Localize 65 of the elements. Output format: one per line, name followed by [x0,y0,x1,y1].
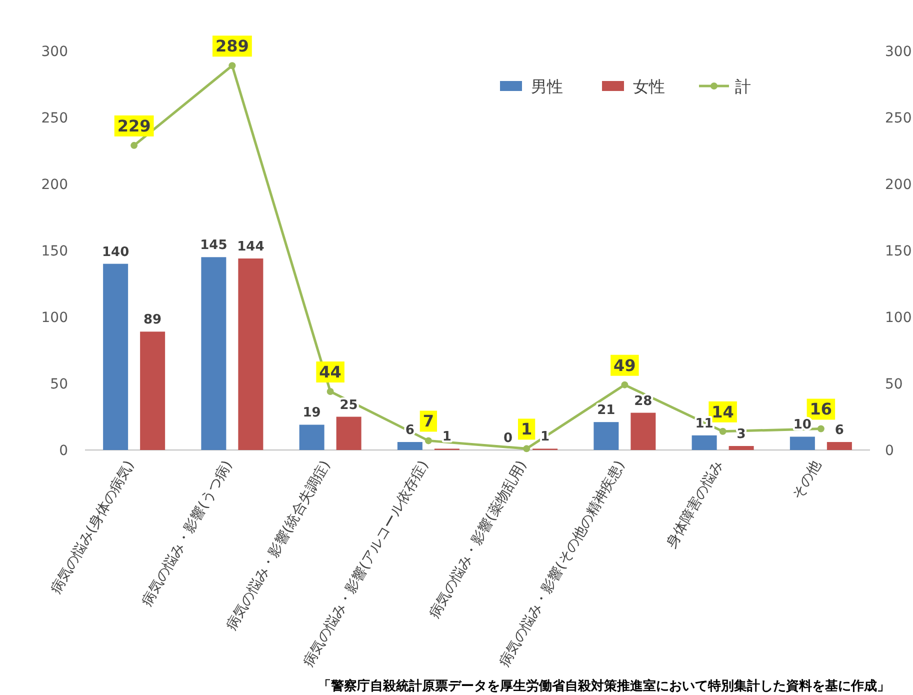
男性: 21 [597,403,616,418]
y2-tick-label: 250 [885,110,912,126]
y2-tick-label: 300 [885,44,912,60]
bar [201,257,226,450]
男性: 145 [200,238,228,254]
data-label: 7 [422,412,434,431]
bar [594,422,619,450]
bar [630,412,656,450]
data-label: 49 [614,356,636,375]
y-tick-label: 200 [41,177,68,193]
bar [826,442,852,450]
bar [397,442,422,450]
bar [140,332,166,450]
x-tick-label: その他 [790,458,824,502]
legend-label: 計 [735,77,751,96]
y2-tick-label: 50 [885,376,903,392]
bar [728,446,754,450]
point [621,381,628,388]
女性: 25 [340,398,358,413]
point [719,428,726,435]
legend-label: 女性 [633,77,665,96]
point [326,388,334,395]
legend-男性: 男性 [500,77,563,96]
legend-label: 男性 [531,77,563,96]
x-tick-label: 身体障害の悩み [663,458,726,551]
y2-tick-label: 0 [885,443,894,459]
text: 「警察庁自殺統計原票データを厚生労働省自殺対策推進室において特別集計した資料を基に作成」 [318,678,890,694]
point [817,425,824,432]
女性: 28 [634,394,652,409]
data-label: 14 [712,402,734,422]
bar [238,258,264,450]
y2-tick-label: 150 [885,244,912,260]
data-label: 1 [520,420,532,439]
y2-tick-label: 200 [885,177,912,193]
point [424,437,432,444]
legend-女性: 女性 [602,77,665,96]
point [228,62,236,70]
bar [790,436,815,450]
point [130,142,138,149]
bar [299,424,324,450]
女性: 6 [834,423,844,438]
男性: 140 [102,244,130,260]
point [523,445,530,452]
x-tick-label: 病気の悩み(身体の病気) [48,458,138,597]
y-tick-label: 250 [41,110,68,126]
y2-tick-label: 100 [885,310,912,326]
y-tick-label: 100 [41,310,68,326]
男性: 0 [504,431,513,446]
女性: 89 [144,312,162,328]
bar [692,435,717,450]
data-label: 289 [215,36,249,56]
女性: 144 [237,239,264,254]
legend-計: 計 [699,77,751,96]
bar [336,416,362,450]
data-label: 229 [117,116,151,136]
data-label: 44 [319,362,342,382]
男性: 19 [302,406,321,421]
y-tick-label: 0 [59,443,68,459]
y-tick-label: 300 [41,44,68,60]
data-label: 16 [810,400,832,419]
女性: 1 [442,430,452,445]
y-tick-label: 150 [41,244,68,260]
x-tick-label: 病気の悩み・影響(うつ病) [139,458,236,609]
y-tick-label: 50 [50,376,68,392]
bar [103,264,128,450]
